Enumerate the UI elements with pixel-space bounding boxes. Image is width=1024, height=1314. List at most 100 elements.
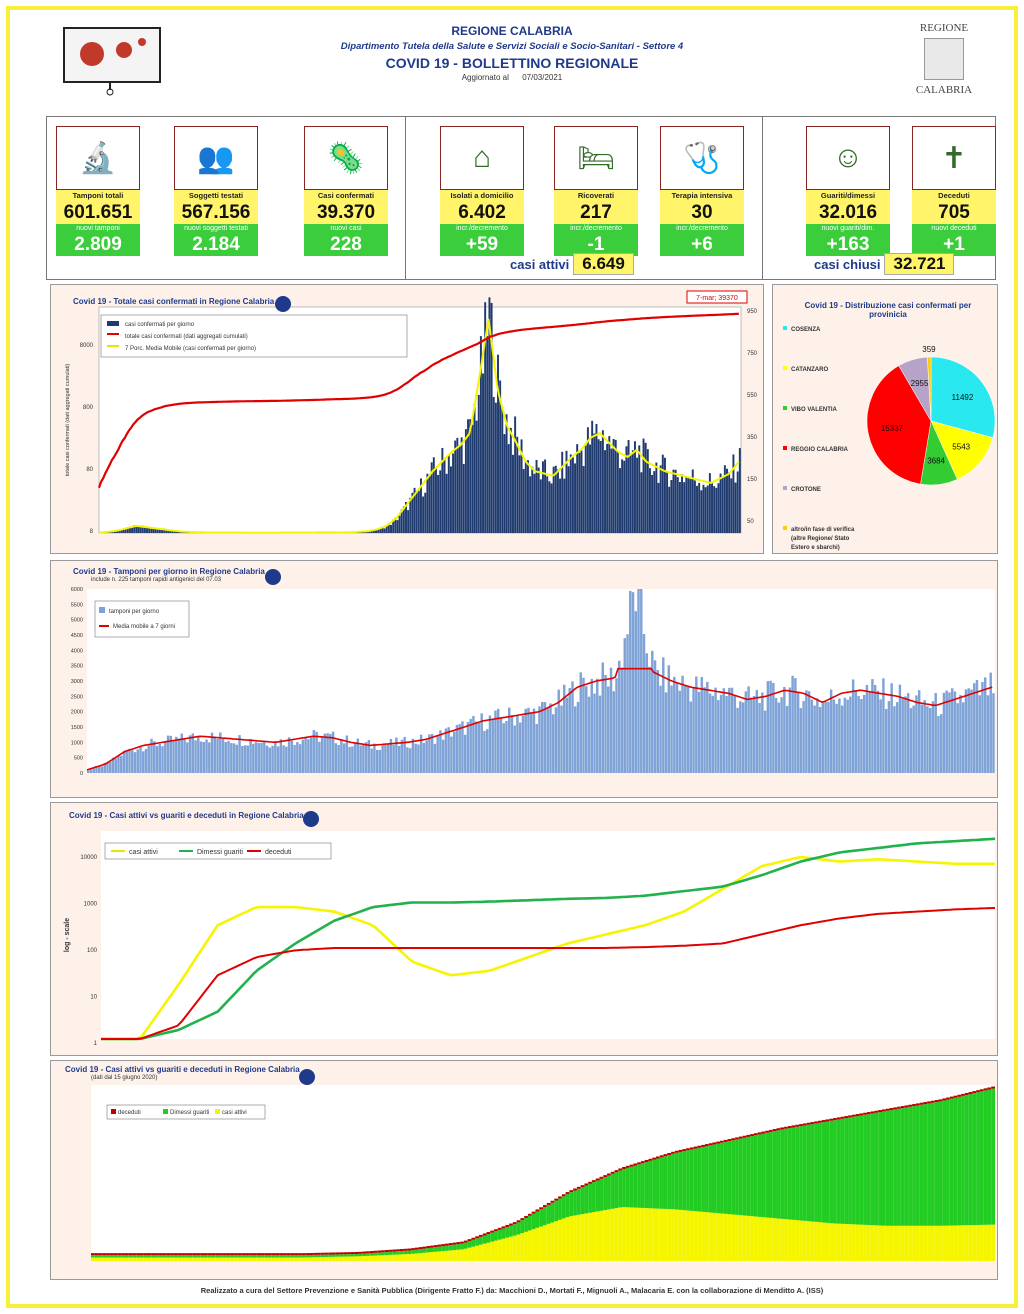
swab-bar xyxy=(312,730,316,773)
active-bar xyxy=(219,1257,223,1261)
recovered-bar xyxy=(192,1255,197,1258)
deceased-bar xyxy=(158,1253,163,1256)
swab-bar xyxy=(389,738,393,773)
swab-bar xyxy=(675,682,679,773)
active-bar xyxy=(855,1224,860,1261)
recovered-bar xyxy=(915,1105,920,1226)
swab-bar xyxy=(527,707,530,773)
active-bar xyxy=(961,1225,965,1261)
deceased-bar xyxy=(987,1087,992,1090)
swab-bar xyxy=(609,667,613,773)
updated-date: 07/03/2021 xyxy=(522,73,563,82)
swab-bar xyxy=(499,717,503,773)
active-bar xyxy=(693,1211,698,1261)
active-bar xyxy=(290,1257,295,1261)
closed-value: 32.721 xyxy=(884,253,955,275)
swab-bar xyxy=(521,715,525,773)
active-bar xyxy=(558,1219,562,1261)
recovered-bar xyxy=(422,1248,427,1253)
swab-bar xyxy=(408,748,412,773)
legend-label: VIBO VALENTIA xyxy=(791,407,838,413)
daily-bar xyxy=(704,487,707,533)
kpi-label: Guariti/dimessi xyxy=(806,190,890,202)
legend-label: Media mobile a 7 giorni xyxy=(113,624,175,630)
daily-bar xyxy=(122,528,125,533)
recovered-bar xyxy=(245,1255,250,1258)
recovered-bar xyxy=(456,1244,461,1250)
recovered-bar xyxy=(332,1254,336,1257)
daily-bar xyxy=(407,510,410,533)
y-tick-label: 0 xyxy=(80,771,83,777)
legend-label: casi confermati per giorno xyxy=(125,322,195,328)
deceased-bar xyxy=(543,1205,547,1208)
active-bar xyxy=(313,1257,317,1261)
recovered-bar xyxy=(607,1175,611,1210)
recovered-bar xyxy=(430,1247,434,1253)
recovered-bar xyxy=(301,1255,306,1258)
cumulative-chart: 8000 800 80 8 950 750 550 350 150 50 totale casi c… xyxy=(65,290,758,535)
swab-bar xyxy=(177,738,181,773)
recovered-bar xyxy=(682,1151,687,1211)
deceased-bar xyxy=(173,1253,178,1256)
deceased-bar xyxy=(622,1166,626,1169)
kpi-value: 6.402 xyxy=(440,202,524,224)
shield-icon xyxy=(924,38,964,80)
recovered-bar xyxy=(527,1215,532,1231)
active-bar xyxy=(900,1225,905,1261)
deceased-bar xyxy=(671,1151,675,1154)
recovered-bar xyxy=(802,1125,807,1221)
deceased-bar xyxy=(234,1253,238,1256)
deceased-bar xyxy=(91,1253,95,1256)
recovered-bar xyxy=(396,1251,400,1255)
swab-bar xyxy=(565,697,569,773)
swab-bar xyxy=(458,724,461,773)
kpi-sub-value: 2.809 xyxy=(56,234,140,256)
deceased-bar xyxy=(313,1252,317,1255)
swab-bar xyxy=(136,749,139,773)
daily-bar xyxy=(173,530,176,533)
deceased-bar xyxy=(139,1253,144,1256)
daily-bar xyxy=(507,444,510,533)
swab-bar xyxy=(186,742,189,773)
deceased-bar xyxy=(320,1252,325,1255)
active-bar xyxy=(524,1231,528,1261)
legend-label: totale casi confermati (dati aggregati c… xyxy=(125,334,248,340)
recovered-bar xyxy=(964,1094,969,1226)
recovered-bar xyxy=(113,1255,118,1258)
active-bar xyxy=(181,1257,186,1261)
recovered-bar xyxy=(102,1255,107,1258)
active-bar xyxy=(863,1224,867,1261)
deceased-bar xyxy=(942,1098,947,1101)
recovered-bar xyxy=(509,1225,513,1237)
deceased-bar xyxy=(286,1253,291,1256)
legend-swatch xyxy=(783,526,787,530)
active-bar xyxy=(588,1212,592,1261)
daily-bar xyxy=(681,474,684,533)
deceased-bar xyxy=(527,1213,532,1216)
deceased-bar xyxy=(441,1244,446,1247)
recovered-bar xyxy=(595,1180,600,1212)
swab-bar xyxy=(345,735,349,773)
active-bar xyxy=(806,1221,811,1261)
recovered-bar xyxy=(139,1255,144,1258)
swab-bar xyxy=(172,741,175,773)
legend-label: deceduti xyxy=(265,849,292,856)
active-bar xyxy=(392,1254,397,1261)
recovered-bar xyxy=(738,1138,743,1216)
daily-bar xyxy=(601,430,604,533)
deceased-bar xyxy=(610,1171,615,1174)
daily-bar xyxy=(430,462,433,533)
swab-bar xyxy=(568,687,571,773)
active-bar xyxy=(663,1208,668,1261)
deceased-bar xyxy=(652,1157,656,1160)
recovered-bar xyxy=(991,1088,995,1225)
recovered-bar xyxy=(825,1121,830,1223)
deceased-bar xyxy=(283,1253,287,1256)
recovered-bar xyxy=(147,1255,152,1258)
swab-bar xyxy=(161,746,164,773)
daily-bar xyxy=(584,445,587,533)
deceased-bar xyxy=(98,1253,103,1256)
swab-bar xyxy=(411,738,415,773)
active-bar xyxy=(934,1225,939,1261)
recovered-bar xyxy=(177,1255,182,1258)
